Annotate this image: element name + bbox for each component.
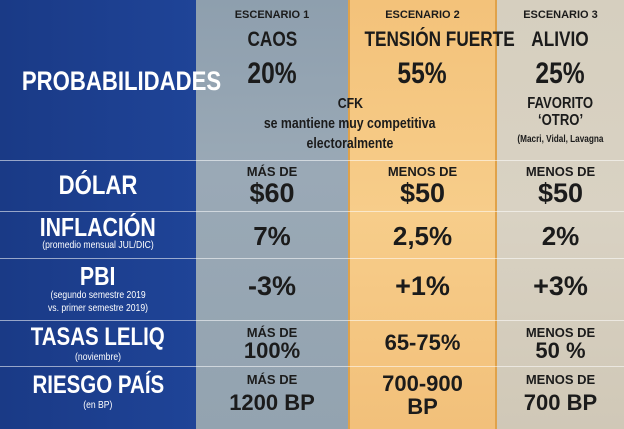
row-label-inflacion: INFLACIÓN <box>39 212 157 242</box>
riesgo-c3-qualifier: MENOS DE <box>525 372 596 387</box>
dolar-c2-qualifier: MENOS DE <box>387 164 458 179</box>
column-escenario-2 <box>348 0 497 429</box>
riesgo-c2-value-line2: BP <box>407 394 438 419</box>
tasas-c1-qualifier: MÁS DE <box>246 325 298 340</box>
riesgo-c1-qualifier: MÁS DE <box>246 372 298 387</box>
row-divider <box>0 366 624 367</box>
row-label-pbi: PBI <box>80 261 116 291</box>
pbi-c1-value: -3% <box>247 271 296 301</box>
dolar-c2-value: $50 <box>399 178 446 208</box>
inflacion-c1-value: 7% <box>253 221 291 251</box>
row-divider <box>0 258 624 259</box>
inflacion-c2-value: 2,5% <box>392 221 453 251</box>
row-divider <box>0 320 624 321</box>
note-cfk-title: CFK <box>337 95 363 112</box>
riesgo-c3-value: 700 BP <box>523 390 598 415</box>
scenario-3-header: ESCENARIO 3 <box>523 9 598 21</box>
dolar-c1-value: $60 <box>249 178 295 208</box>
scenario-2-probability: 55% <box>397 57 448 90</box>
scenario-2-name: TENSIÓN FUERTE <box>364 28 515 51</box>
row-label-tasas: TASAS LELIQ <box>30 323 166 351</box>
scenario-1-name: CAOS <box>247 28 297 51</box>
inflacion-c3-value: 2% <box>541 221 580 251</box>
dolar-c3-value: $50 <box>537 178 584 208</box>
note-favorito-line3: (Macri, Vidal, Lavagna <box>517 134 604 145</box>
note-cfk-line2: electoralmente <box>306 135 394 152</box>
row-divider <box>0 160 624 161</box>
column-escenario-1 <box>196 0 348 429</box>
row-sublabel-pbi-1: (segundo semestre 2019 <box>50 289 146 301</box>
tasas-c3-qualifier: MENOS DE <box>525 325 596 340</box>
dolar-c3-qualifier: MENOS DE <box>525 164 596 179</box>
scenario-1-header: ESCENARIO 1 <box>234 9 310 21</box>
row-sublabel-pbi-2: vs. primer semestre 2019) <box>47 302 149 314</box>
row-label-riesgo: RIESGO PAÍS <box>32 371 164 399</box>
scenario-2-header: ESCENARIO 2 <box>385 9 460 21</box>
row-divider <box>0 211 624 212</box>
row-sublabel-riesgo: (en BP) <box>83 399 113 411</box>
note-favorito-line1: FAVORITO <box>527 95 594 112</box>
row-label-dolar: DÓLAR <box>58 170 138 200</box>
riesgo-c1-value: 1200 BP <box>229 390 315 415</box>
row-sublabel-tasas: (noviembre) <box>75 351 121 363</box>
dolar-c1-qualifier: MÁS DE <box>246 164 298 179</box>
tasas-c2-value: 65-75% <box>384 330 461 355</box>
row-sublabel-inflacion: (promedio mensual JUL/DIC) <box>42 239 154 251</box>
tasas-c3-value: 50 % <box>535 338 586 363</box>
row-label-probabilidades: PROBABILIDADES <box>21 66 222 96</box>
scenario-1-probability: 20% <box>247 57 297 90</box>
riesgo-c2-value-line1: 700-900 <box>382 371 463 396</box>
note-favorito-line2: ‘OTRO’ <box>537 112 584 129</box>
scenario-3-probability: 25% <box>535 57 586 90</box>
pbi-c2-value: +1% <box>395 271 450 301</box>
column-escenario-3 <box>497 0 624 429</box>
tasas-c1-value: 100% <box>243 338 301 363</box>
note-cfk-line1: se mantiene muy competitiva <box>264 115 436 132</box>
pbi-c3-value: +3% <box>533 271 588 301</box>
scenario-3-name: ALIVIO <box>531 28 590 51</box>
